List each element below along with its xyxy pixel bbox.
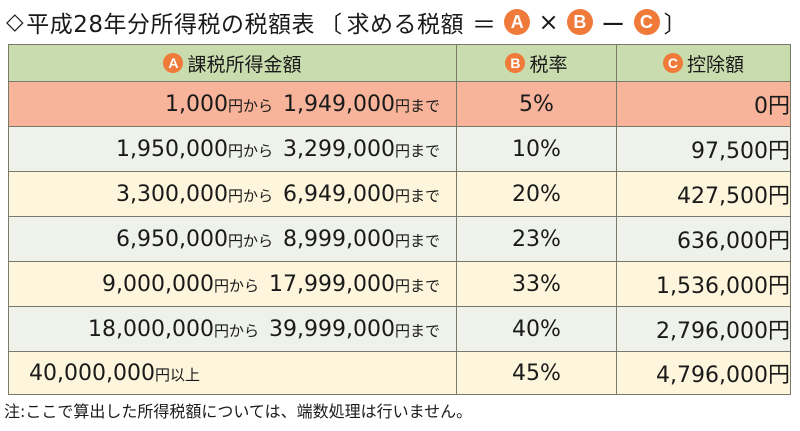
header-label: 課税所得金額 (187, 53, 302, 76)
range-from-unit: 円以上 (154, 365, 200, 384)
deduction-value: 97,500 (691, 139, 768, 164)
page-title: ◇ 平成28年分所得税の税額表 〔 求める税額 ＝ A × B ー C 〕 (6, 4, 691, 40)
range-to-unit: 円まで (394, 141, 440, 160)
range-from: 9,000,000 (102, 271, 214, 297)
deduction-unit: 円 (767, 184, 790, 209)
bracket-open: 〔 (318, 12, 343, 38)
range-from: 40,000,000 (29, 360, 155, 386)
range-from-unit: 円から (228, 96, 274, 115)
deduction-cell: 427,500円 (616, 171, 791, 217)
deduction-unit: 円 (767, 94, 790, 119)
deduction-cell: 4,796,000円 (616, 351, 791, 395)
table-header-row: A 課税所得金額 B 税率 C 控除額 (8, 44, 791, 82)
range-from: 1,950,000 (116, 136, 228, 162)
tax-rate-cell: 5% (456, 81, 617, 127)
header-deduction: C 控除額 (616, 44, 791, 82)
deduction-value: 427,500 (677, 184, 768, 209)
badge-b-icon: B (567, 9, 594, 35)
tax-rate-cell: 45% (456, 351, 617, 395)
deduction-value: 1,536,000 (656, 274, 768, 299)
deduction-unit: 円 (767, 274, 790, 299)
range-from: 6,950,000 (116, 226, 228, 252)
income-range-cell: 9,000,000 円から 17,999,000 円まで (8, 261, 457, 307)
tax-rate-cell: 23% (456, 216, 617, 262)
range-to-unit: 円まで (394, 231, 440, 250)
range-to-unit: 円まで (394, 321, 440, 340)
deduction-value: 0 (753, 94, 768, 119)
tax-table: A 課税所得金額 B 税率 C 控除額 1,000 円から 1, (8, 44, 791, 395)
range-to: 6,949,000 (283, 181, 395, 207)
header-taxable-income: A 課税所得金額 (8, 44, 457, 82)
deduction-unit: 円 (767, 319, 790, 344)
header-tax-rate: B 税率 (456, 44, 617, 82)
deduction-unit: 円 (767, 229, 790, 254)
table-row: 6,950,000 円から 8,999,000 円まで 23% 636,000円 (8, 216, 791, 262)
range-from-unit: 円から (228, 186, 274, 205)
tax-rate-cell: 40% (456, 306, 617, 352)
deduction-value: 4,796,000 (656, 363, 768, 388)
range-to-unit: 円まで (394, 186, 440, 205)
tax-rate-cell: 10% (456, 126, 617, 172)
range-from: 1,000 (165, 91, 228, 117)
table-row: 1,000 円から 1,949,000 円まで 5% 0円 (8, 81, 791, 127)
table-row: 3,300,000 円から 6,949,000 円まで 20% 427,500円 (8, 171, 791, 217)
income-range-cell: 3,300,000 円から 6,949,000 円まで (8, 171, 457, 217)
income-range-cell: 1,000 円から 1,949,000 円まで (8, 81, 457, 127)
income-range-cell: 6,950,000 円から 8,999,000 円まで (8, 216, 457, 262)
header-label: 控除額 (686, 53, 744, 76)
table-row: 40,000,000 円以上 45% 4,796,000円 (8, 351, 791, 395)
range-from-unit: 円から (228, 141, 274, 160)
deduction-unit: 円 (767, 139, 790, 164)
deduction-cell: 2,796,000円 (616, 306, 791, 352)
deduction-value: 636,000 (677, 229, 768, 254)
times-sign: × (538, 8, 560, 36)
range-to: 1,949,000 (283, 91, 395, 117)
income-range-cell: 40,000,000 円以上 (8, 351, 457, 395)
range-to-unit: 円まで (394, 276, 440, 295)
badge-a-icon: A (504, 9, 531, 35)
income-range-cell: 18,000,000 円から 39,999,000 円まで (8, 306, 457, 352)
deduction-cell: 1,536,000円 (616, 261, 791, 307)
tax-rate-cell: 33% (456, 261, 617, 307)
range-from-unit: 円から (214, 321, 260, 340)
badge-c-icon: C (662, 53, 683, 73)
range-from-unit: 円から (214, 276, 260, 295)
header-label: 税率 (529, 53, 568, 76)
range-from: 18,000,000 (88, 316, 214, 342)
table-row: 18,000,000 円から 39,999,000 円まで 40% 2,796,00… (8, 306, 791, 352)
range-from: 3,300,000 (116, 181, 228, 207)
income-range-cell: 1,950,000 円から 3,299,000 円まで (8, 126, 457, 172)
range-to: 8,999,000 (283, 226, 395, 252)
deduction-cell: 97,500円 (616, 126, 791, 172)
diamond-icon: ◇ (6, 9, 25, 35)
formula-label: 求める税額 (346, 12, 464, 38)
deduction-unit: 円 (767, 363, 790, 388)
range-to: 3,299,000 (283, 136, 395, 162)
table-row: 9,000,000 円から 17,999,000 円まで 33% 1,536,000… (8, 261, 791, 307)
title-text: 平成28年分所得税の税額表 (26, 12, 315, 38)
deduction-cell: 636,000円 (616, 216, 791, 262)
minus-sign: ー (601, 10, 626, 39)
equals-sign: ＝ (471, 10, 497, 39)
badge-b-icon: B (505, 53, 526, 73)
badge-a-icon: A (163, 53, 184, 73)
deduction-cell: 0円 (616, 81, 791, 127)
bracket-close: 〕 (663, 12, 688, 38)
range-to: 17,999,000 (269, 271, 395, 297)
tax-rate-cell: 20% (456, 171, 617, 217)
range-to: 39,999,000 (269, 316, 395, 342)
deduction-value: 2,796,000 (656, 319, 768, 344)
range-to-unit: 円まで (394, 96, 440, 115)
table-row: 1,950,000 円から 3,299,000 円まで 10% 97,500円 (8, 126, 791, 172)
range-from-unit: 円から (228, 231, 274, 250)
footnote: 注:ここで算出した所得税額については、端数処理は行いません。 (4, 402, 473, 421)
badge-c-icon: C (633, 9, 660, 35)
